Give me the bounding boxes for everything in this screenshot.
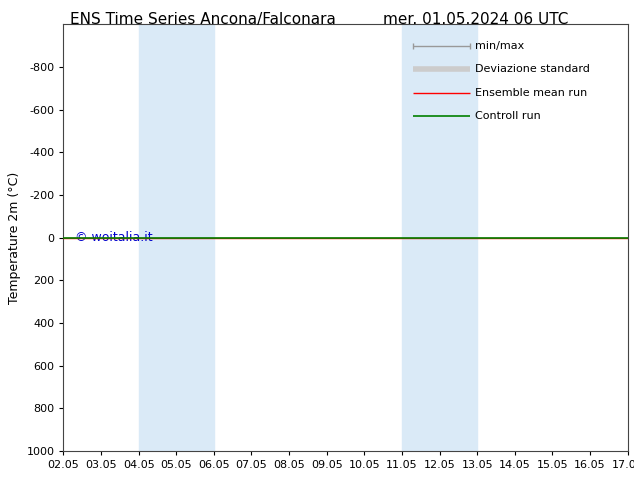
Text: Deviazione standard: Deviazione standard bbox=[476, 64, 590, 74]
Bar bbox=[139, 24, 214, 451]
Text: mer. 01.05.2024 06 UTC: mer. 01.05.2024 06 UTC bbox=[383, 12, 568, 27]
Bar bbox=[402, 24, 477, 451]
Text: Controll run: Controll run bbox=[476, 111, 541, 121]
Text: min/max: min/max bbox=[476, 41, 524, 51]
Text: © woitalia.it: © woitalia.it bbox=[75, 231, 152, 244]
Y-axis label: Temperature 2m (°C): Temperature 2m (°C) bbox=[8, 172, 21, 304]
Text: Ensemble mean run: Ensemble mean run bbox=[476, 88, 588, 98]
Text: ENS Time Series Ancona/Falconara: ENS Time Series Ancona/Falconara bbox=[70, 12, 336, 27]
